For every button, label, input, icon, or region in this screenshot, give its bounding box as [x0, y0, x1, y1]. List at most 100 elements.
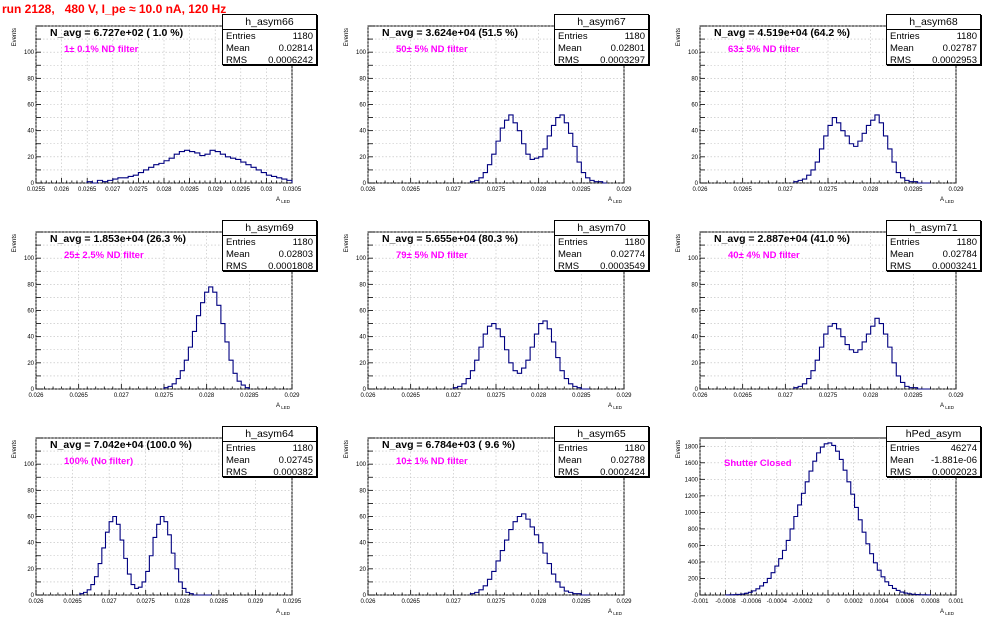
x-tick-label: 0.0285 — [210, 599, 229, 605]
y-tick-label: 60 — [27, 309, 34, 315]
x-tick-label: 0.0275 — [155, 393, 174, 399]
histogram-series — [452, 320, 590, 390]
stats-value-entries: 1180 — [292, 443, 313, 454]
x-tick-label: 0.0285 — [572, 393, 591, 399]
x-tick-label: 0.0295 — [232, 187, 251, 193]
stats-value-mean: 0.02774 — [610, 249, 645, 260]
x-tick-label: 0.0275 — [487, 187, 506, 193]
stats-label-entries: Entries — [226, 443, 256, 454]
stats-row-entries: Entries 1180 — [223, 443, 316, 454]
stats-row-mean: Mean -1.881e-06 — [887, 455, 980, 466]
stats-label-mean: Mean — [226, 249, 250, 260]
navg-label: N_avg = 6.727e+02 ( 1.0 %) — [50, 27, 184, 39]
x-tick-label: 0.0275 — [487, 393, 506, 399]
x-tick-label: 0.029 — [248, 599, 264, 605]
histogram-series — [469, 114, 607, 184]
stats-value-entries: 1180 — [956, 237, 977, 248]
stats-label-entries: Entries — [890, 443, 920, 454]
y-tick-label: 20 — [27, 155, 34, 161]
y-tick-label: 80 — [359, 488, 366, 494]
y-axis-label: Events — [12, 234, 18, 252]
stats-label-mean: Mean — [226, 455, 250, 466]
x-tick-label: 0.026 — [692, 187, 708, 193]
x-tick-label: 0.026 — [692, 393, 708, 399]
stats-value-mean: -1.881e-06 — [931, 455, 977, 466]
y-tick-label: 60 — [359, 515, 366, 521]
stats-value-rms: 0.0002424 — [600, 467, 645, 478]
x-axis-label-subscript: LED — [280, 611, 291, 616]
stats-value-mean: 0.02801 — [610, 43, 645, 54]
y-tick-label: 100 — [24, 50, 35, 56]
x-axis-label-subscript: LED — [612, 199, 623, 204]
x-tick-label: 0.027 — [778, 393, 794, 399]
histogram-panel-hPed_asym: -0.001 -0.0008 -0.0006 -0.0004 -0.0002 0 0.000… — [664, 426, 981, 622]
stats-box: h_asym65 Entries 1180 Mean 0.02788 RMS 0.00024… — [554, 426, 649, 478]
x-tick-label: 0.0285 — [180, 187, 199, 193]
y-axis-label: Events — [344, 440, 350, 458]
stats-box: h_asym70 Entries 1180 Mean 0.02774 RMS 0.00035… — [554, 220, 649, 272]
x-tick-label: 0.029 — [616, 599, 632, 605]
y-tick-label: 100 — [356, 256, 367, 262]
histogram-panel-h_asym71: 0.026 0.0265 0.027 0.0275 0.028 0.0285 0.029 0 2… — [664, 220, 981, 416]
x-tick-label: -0.0002 — [792, 599, 813, 605]
y-tick-label: 0 — [363, 593, 367, 599]
x-tick-label: 0.0275 — [819, 393, 838, 399]
x-tick-label: 0.0295 — [283, 599, 302, 605]
histogram-series — [725, 442, 931, 596]
stats-label-entries: Entries — [226, 237, 256, 248]
y-tick-label: 0 — [695, 181, 699, 187]
histogram-series — [86, 149, 293, 184]
y-axis-label: Events — [344, 28, 350, 46]
x-tick-label: 0.0004 — [870, 599, 889, 605]
stats-row-entries: Entries 1180 — [555, 31, 648, 42]
x-tick-label: -0.001 — [691, 599, 709, 605]
stats-label-mean: Mean — [890, 249, 914, 260]
stats-box-title: hPed_asym — [887, 427, 980, 442]
stats-value-mean: 0.02788 — [610, 455, 645, 466]
x-tick-label: -0.0004 — [767, 599, 788, 605]
x-axis-label-subscript: LED — [612, 611, 623, 616]
stats-box: h_asym67 Entries 1180 Mean 0.02801 RMS 0.00032… — [554, 14, 649, 66]
stats-box: h_asym71 Entries 1180 Mean 0.02784 RMS 0.00032… — [886, 220, 981, 272]
x-axis-label: A LED — [608, 609, 623, 616]
y-tick-label: 400 — [688, 560, 699, 566]
x-tick-label: -0.0006 — [741, 599, 762, 605]
stats-value-entries: 1180 — [292, 237, 313, 248]
stats-value-entries: 46274 — [950, 443, 977, 454]
x-tick-label: 0.001 — [948, 599, 964, 605]
stats-row-mean: Mean 0.02803 — [223, 249, 316, 260]
x-axis-label-subscript: LED — [944, 611, 955, 616]
y-tick-label: 80 — [359, 282, 366, 288]
x-tick-label: 0.0265 — [69, 393, 88, 399]
x-tick-label: 0.0265 — [733, 187, 752, 193]
filter-label: 100% (No filter) — [64, 456, 134, 467]
stats-label-mean: Mean — [558, 249, 582, 260]
navg-label: N_avg = 5.655e+04 (80.3 %) — [382, 233, 519, 245]
y-tick-label: 80 — [27, 76, 34, 82]
histogram-series — [469, 513, 590, 596]
x-tick-label: 0.029 — [948, 187, 964, 193]
stats-row-rms: RMS 0.0002424 — [555, 467, 648, 478]
x-tick-label: 0.0006 — [896, 599, 915, 605]
y-axis-label: Events — [12, 28, 18, 46]
y-tick-label: 40 — [359, 335, 366, 341]
stats-label-mean: Mean — [226, 43, 250, 54]
stats-label-rms: RMS — [890, 55, 912, 66]
y-tick-label: 0 — [31, 593, 35, 599]
filter-label: 63± 5% ND filter — [728, 44, 800, 55]
stats-box: h_asym69 Entries 1180 Mean 0.02803 RMS 0.00018… — [222, 220, 317, 272]
y-tick-label: 40 — [27, 335, 34, 341]
y-tick-label: 0 — [363, 181, 367, 187]
stats-label-rms: RMS — [890, 467, 912, 478]
x-axis-label: A LED — [608, 197, 623, 204]
stats-box-title: h_asym66 — [223, 15, 316, 30]
y-tick-label: 800 — [688, 527, 699, 533]
y-tick-label: 20 — [27, 567, 34, 573]
y-tick-label: 60 — [359, 309, 366, 315]
x-axis-label: A LED — [276, 197, 291, 204]
stats-row-entries: Entries 1180 — [555, 443, 648, 454]
y-tick-label: 100 — [356, 50, 367, 56]
x-tick-label: 0.028 — [175, 599, 191, 605]
stats-row-mean: Mean 0.02814 — [223, 43, 316, 54]
histogram-panel-h_asym67: 0.026 0.0265 0.027 0.0275 0.028 0.0285 0.029 0 2… — [332, 14, 649, 210]
